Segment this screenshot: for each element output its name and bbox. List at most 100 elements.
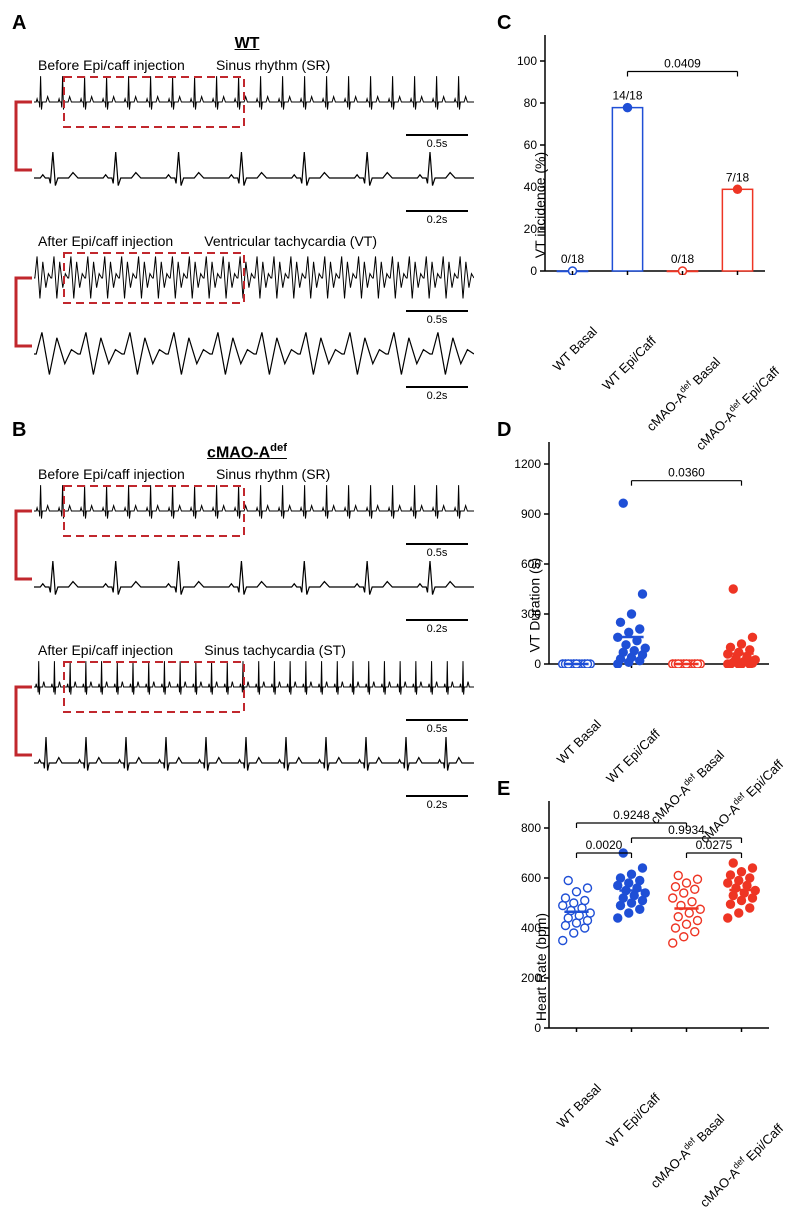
panel-a-traces: Before Epi/caff injection Sinus rhythm (… — [12, 57, 482, 399]
trace-top — [34, 661, 474, 694]
data-point — [688, 898, 696, 906]
x-tick-labels: WT BasalWT Epi/CaffcMAO-Adef BasalcMAO-A… — [549, 1037, 769, 1132]
scalebar-bot-label: 0.2s — [427, 214, 448, 223]
pval-label: 0.9248 — [613, 808, 650, 822]
x-tick-labels: WT BasalWT Epi/CaffcMAO-Adef BasalcMAO-A… — [545, 280, 765, 375]
panel-e: E Heart Rate (bpm) 02004006008000.00200.… — [497, 778, 785, 1132]
data-point — [735, 909, 743, 917]
x-tick-label: cMAO-Adef Basal — [715, 677, 785, 758]
data-point — [729, 585, 737, 593]
bar — [612, 108, 642, 271]
trace-top — [34, 76, 474, 109]
panel-d-ylabel: VT Duration (s) — [526, 558, 542, 653]
panel-a: A WT Before Epi/caff injection Sinus rhy… — [12, 12, 482, 409]
data-point — [636, 905, 644, 913]
data-point — [743, 882, 751, 890]
panel-e-chart: Heart Rate (bpm) 02004006008000.00200.02… — [497, 801, 785, 1132]
data-point — [564, 877, 572, 885]
data-point — [683, 920, 691, 928]
y-tick-label: 600 — [521, 871, 541, 885]
panel-a-label: A — [12, 12, 482, 35]
data-point — [751, 656, 759, 664]
data-point — [559, 902, 567, 910]
bracket-line — [16, 687, 24, 755]
data-point — [564, 914, 572, 922]
data-point — [746, 904, 754, 912]
trace-caption: Before Epi/caff injection Sinus rhythm (… — [38, 57, 482, 73]
data-point — [581, 897, 589, 905]
data-point — [630, 647, 638, 655]
scalebar-bot-label: 0.2s — [427, 799, 448, 808]
data-point — [729, 859, 737, 867]
trace-svg: 0.5s 0.2s — [12, 660, 474, 808]
data-point — [749, 894, 757, 902]
panel-b-title-sup: def — [270, 442, 287, 454]
data-point — [630, 892, 638, 900]
data-point — [691, 928, 699, 936]
data-point — [617, 902, 625, 910]
bar-marker — [734, 185, 742, 193]
data-point — [738, 640, 746, 648]
bar-count-label: 14/18 — [612, 89, 642, 103]
data-point — [729, 892, 737, 900]
panel-c: C VT incidence (%) 0204060801000/1814/18… — [497, 12, 785, 409]
data-point — [617, 618, 625, 626]
y-tick-label: 0 — [530, 264, 537, 275]
data-point — [584, 917, 592, 925]
data-point — [570, 899, 578, 907]
data-point — [625, 909, 633, 917]
data-point — [669, 894, 677, 902]
panel-b-title-text: cMAO-A — [207, 444, 270, 461]
bar-count-label: 7/18 — [726, 170, 750, 184]
data-point — [724, 879, 732, 887]
y-tick-label: 100 — [517, 54, 537, 68]
data-point — [619, 499, 627, 507]
bar — [722, 189, 752, 271]
data-point — [628, 870, 636, 878]
data-point — [584, 884, 592, 892]
trace-svg: 0.5s 0.2s — [12, 75, 474, 223]
data-point — [749, 864, 757, 872]
bracket-line — [16, 511, 24, 579]
panel-b-label: B — [12, 419, 482, 442]
data-point — [625, 879, 633, 887]
data-point — [680, 889, 688, 897]
panel-c-chart: VT incidence (%) 0204060801000/1814/180/… — [497, 35, 785, 375]
data-point — [614, 914, 622, 922]
x-tick-label: WT Basal — [589, 284, 639, 334]
panel-d: D VT Duration (s) 030060090012000.0360WT… — [497, 419, 785, 768]
data-point — [641, 644, 649, 652]
data-point — [669, 939, 677, 947]
panel-c-ylabel: VT incidence (%) — [532, 152, 548, 258]
data-point — [628, 610, 636, 618]
data-point — [735, 648, 743, 656]
trace-bottom — [34, 152, 474, 185]
data-point — [683, 879, 691, 887]
scalebar-bot-label: 0.2s — [427, 390, 448, 399]
y-tick-label: 900 — [521, 507, 541, 521]
scalebar-top-label: 0.5s — [427, 723, 448, 735]
data-point — [636, 877, 644, 885]
x-tick-label: WT Epi/Caff — [652, 1041, 712, 1101]
x-tick-label: cMAO-Adef Basal — [715, 1041, 785, 1122]
data-point — [691, 885, 699, 893]
panel-e-ylabel: Heart Rate (bpm) — [533, 912, 549, 1020]
trace-block: After Epi/caff injection Sinus tachycard… — [12, 642, 482, 808]
panel-b-title: cMAO-Adef — [12, 442, 482, 462]
pval-label: 0.0275 — [696, 838, 733, 852]
data-point — [738, 897, 746, 905]
panel-a-title: WT — [12, 35, 482, 53]
x-tick-label: cMAO-Adef Basal — [711, 284, 785, 365]
data-point — [559, 937, 567, 945]
figure-grid: A WT Before Epi/caff injection Sinus rhy… — [12, 12, 773, 1132]
trace-svg: 0.5s0.2s — [12, 251, 474, 399]
data-point — [619, 894, 627, 902]
data-point — [573, 919, 581, 927]
trace-top — [34, 485, 474, 518]
pval-label: 0.0360 — [668, 466, 705, 480]
x-tick-label: WT Basal — [593, 1041, 643, 1091]
data-point — [581, 924, 589, 932]
data-point — [639, 590, 647, 598]
data-point — [570, 929, 578, 937]
scalebar-top-label: 0.5s — [427, 138, 448, 150]
